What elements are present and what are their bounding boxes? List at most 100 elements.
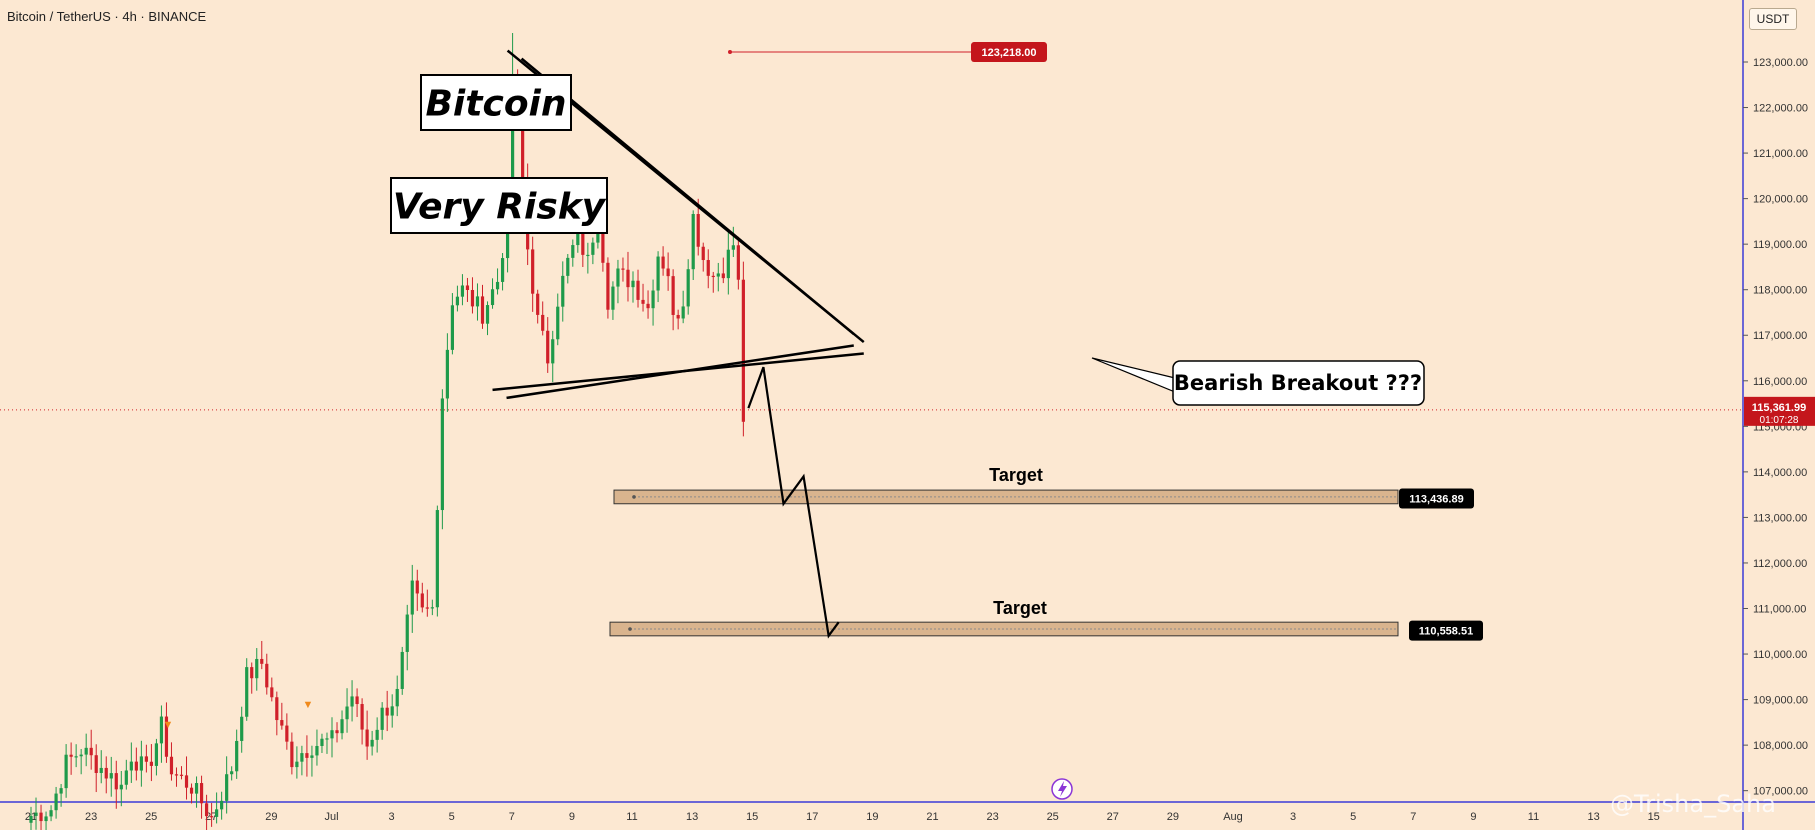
candle bbox=[49, 810, 53, 817]
candle bbox=[280, 720, 284, 726]
candle bbox=[109, 773, 113, 779]
candle bbox=[330, 730, 334, 739]
candle bbox=[666, 268, 670, 277]
symbol-header[interactable]: Bitcoin / TetherUS · 4h · BINANCE bbox=[7, 9, 207, 24]
candle bbox=[395, 688, 399, 707]
candle bbox=[646, 303, 650, 309]
candle bbox=[99, 767, 103, 773]
candle bbox=[340, 719, 344, 734]
y-tick-label: 108,000.00 bbox=[1753, 740, 1808, 752]
high-price-tag: 123,218.00 bbox=[981, 47, 1036, 59]
candle bbox=[420, 593, 424, 608]
candle bbox=[621, 268, 625, 270]
candle bbox=[119, 784, 123, 790]
candle bbox=[375, 729, 379, 740]
candle bbox=[225, 774, 229, 801]
candle bbox=[44, 816, 48, 822]
candle bbox=[199, 783, 204, 804]
candle bbox=[139, 756, 143, 771]
candle bbox=[215, 809, 219, 817]
y-tick-label: 107,000.00 bbox=[1753, 786, 1808, 798]
candle bbox=[500, 258, 505, 282]
high-price-tag-bg bbox=[971, 42, 1047, 63]
candle bbox=[475, 296, 480, 307]
candle bbox=[546, 330, 550, 364]
x-tick-label: 11 bbox=[1528, 811, 1539, 823]
x-tick-label: Jul bbox=[324, 811, 338, 823]
candle bbox=[174, 774, 179, 776]
x-tick-label: 5 bbox=[449, 811, 455, 823]
candle bbox=[310, 755, 314, 758]
candle bbox=[335, 730, 339, 734]
candle bbox=[74, 756, 78, 758]
candle bbox=[260, 658, 264, 664]
y-tick-label: 112,000.00 bbox=[1753, 558, 1807, 570]
candle bbox=[360, 704, 364, 730]
x-tick-label: 29 bbox=[1167, 811, 1179, 823]
target1-price-tag-bg bbox=[1399, 488, 1474, 509]
target-label-1: Target bbox=[989, 465, 1043, 485]
trendline-upper-inner bbox=[520, 57, 855, 336]
candle bbox=[701, 246, 705, 261]
candle bbox=[706, 260, 710, 276]
candle bbox=[355, 696, 359, 705]
candle bbox=[164, 716, 169, 757]
candle bbox=[445, 349, 449, 399]
candle bbox=[435, 510, 439, 608]
candle bbox=[571, 245, 575, 258]
x-tick-label: 29 bbox=[265, 811, 277, 823]
candle bbox=[149, 761, 153, 766]
current-price-tag: 115,361.99 bbox=[1752, 402, 1806, 414]
candle bbox=[370, 739, 374, 747]
candle bbox=[220, 800, 224, 810]
candle bbox=[686, 269, 690, 307]
candle bbox=[641, 299, 645, 304]
candle bbox=[169, 756, 174, 775]
candle bbox=[230, 771, 234, 775]
y-tick-label: 111,000.00 bbox=[1753, 604, 1806, 616]
candle bbox=[726, 249, 730, 279]
candle bbox=[490, 289, 495, 306]
candle bbox=[696, 214, 700, 247]
candle bbox=[104, 767, 108, 779]
candle bbox=[385, 707, 389, 716]
candle bbox=[440, 398, 444, 511]
x-tick-label: Aug bbox=[1223, 811, 1243, 823]
candle bbox=[275, 697, 279, 721]
candle bbox=[430, 607, 434, 609]
y-tick-label: 119,000.00 bbox=[1753, 239, 1807, 251]
target1-price-tag: 113,436.89 bbox=[1409, 494, 1463, 506]
candle bbox=[189, 787, 194, 794]
currency-selector[interactable]: USDT bbox=[1749, 8, 1797, 30]
candle bbox=[380, 707, 384, 730]
candle bbox=[179, 774, 184, 776]
event-marker-1: ▼ bbox=[163, 719, 174, 731]
candle bbox=[721, 273, 725, 279]
y-tick-label: 109,000.00 bbox=[1753, 695, 1808, 707]
callout-box bbox=[1172, 360, 1425, 406]
candle bbox=[305, 753, 309, 758]
candle bbox=[541, 314, 545, 331]
candle bbox=[631, 280, 635, 288]
x-tick-label: 11 bbox=[626, 811, 637, 823]
x-tick-label: 15 bbox=[746, 811, 758, 823]
candle bbox=[480, 296, 485, 324]
candle bbox=[576, 226, 580, 246]
candle bbox=[184, 775, 189, 788]
candle bbox=[521, 108, 525, 181]
candle bbox=[716, 273, 720, 277]
candle bbox=[511, 75, 515, 206]
candle bbox=[365, 729, 369, 747]
candle bbox=[59, 788, 63, 794]
candle bbox=[425, 607, 429, 609]
candle bbox=[711, 275, 715, 278]
candle bbox=[129, 761, 133, 771]
candle bbox=[94, 755, 98, 773]
x-tick-label: 25 bbox=[145, 811, 157, 823]
y-tick-label: 114,000.00 bbox=[1753, 467, 1807, 479]
candle bbox=[415, 580, 419, 594]
watermark: @Trisha_Saha bbox=[1610, 790, 1776, 818]
candle bbox=[144, 756, 148, 762]
candle bbox=[656, 256, 660, 291]
